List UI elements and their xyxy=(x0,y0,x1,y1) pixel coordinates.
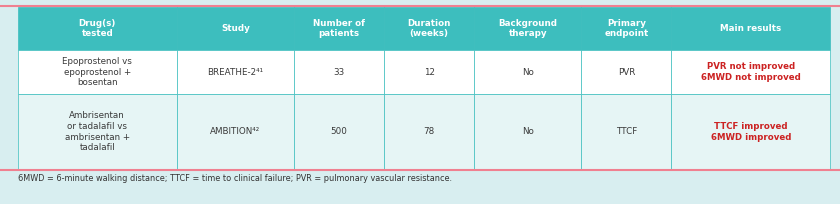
Bar xyxy=(176,94,294,169)
Bar xyxy=(474,50,581,94)
Text: 12: 12 xyxy=(423,68,434,77)
Text: 33: 33 xyxy=(333,68,344,77)
Bar xyxy=(581,94,671,169)
Text: BREATHE-2⁴¹: BREATHE-2⁴¹ xyxy=(207,68,264,77)
Text: Number of
patients: Number of patients xyxy=(313,19,365,38)
Bar xyxy=(671,94,830,169)
Text: 78: 78 xyxy=(423,127,435,136)
Text: Duration
(weeks): Duration (weeks) xyxy=(407,19,451,38)
Bar xyxy=(581,7,671,50)
Bar xyxy=(384,50,474,94)
Text: TTCF: TTCF xyxy=(616,127,637,136)
Text: Study: Study xyxy=(221,24,249,33)
Bar xyxy=(384,94,474,169)
Bar xyxy=(581,50,671,94)
Bar xyxy=(384,7,474,50)
Text: Primary
endpoint: Primary endpoint xyxy=(604,19,648,38)
Text: 6MWD = 6-minute walking distance; TTCF = time to clinical failure; PVR = pulmona: 6MWD = 6-minute walking distance; TTCF =… xyxy=(18,174,452,183)
Bar xyxy=(474,7,581,50)
Text: Ambrisentan
or tadalafil vs
ambrisentan +
tadalafil: Ambrisentan or tadalafil vs ambrisentan … xyxy=(65,111,130,152)
Bar xyxy=(294,50,384,94)
Bar xyxy=(176,50,294,94)
Text: Main results: Main results xyxy=(720,24,781,33)
Text: PVR not improved
6MWD not improved: PVR not improved 6MWD not improved xyxy=(701,62,801,82)
Text: No: No xyxy=(522,127,533,136)
Bar xyxy=(18,7,176,50)
Bar xyxy=(474,94,581,169)
Text: PVR: PVR xyxy=(617,68,635,77)
Text: TTCF improved
6MWD improved: TTCF improved 6MWD improved xyxy=(711,122,791,142)
Text: 500: 500 xyxy=(331,127,348,136)
Bar xyxy=(671,50,830,94)
Text: Background
therapy: Background therapy xyxy=(498,19,557,38)
Bar xyxy=(294,94,384,169)
Bar xyxy=(294,7,384,50)
Text: Drug(s)
tested: Drug(s) tested xyxy=(79,19,116,38)
Bar xyxy=(671,7,830,50)
Bar xyxy=(176,7,294,50)
Text: Epoprostenol vs
epoprostenol +
bosentan: Epoprostenol vs epoprostenol + bosentan xyxy=(62,57,132,88)
Bar xyxy=(18,50,176,94)
Bar xyxy=(18,94,176,169)
Text: AMBITION⁴²: AMBITION⁴² xyxy=(210,127,260,136)
Text: No: No xyxy=(522,68,533,77)
